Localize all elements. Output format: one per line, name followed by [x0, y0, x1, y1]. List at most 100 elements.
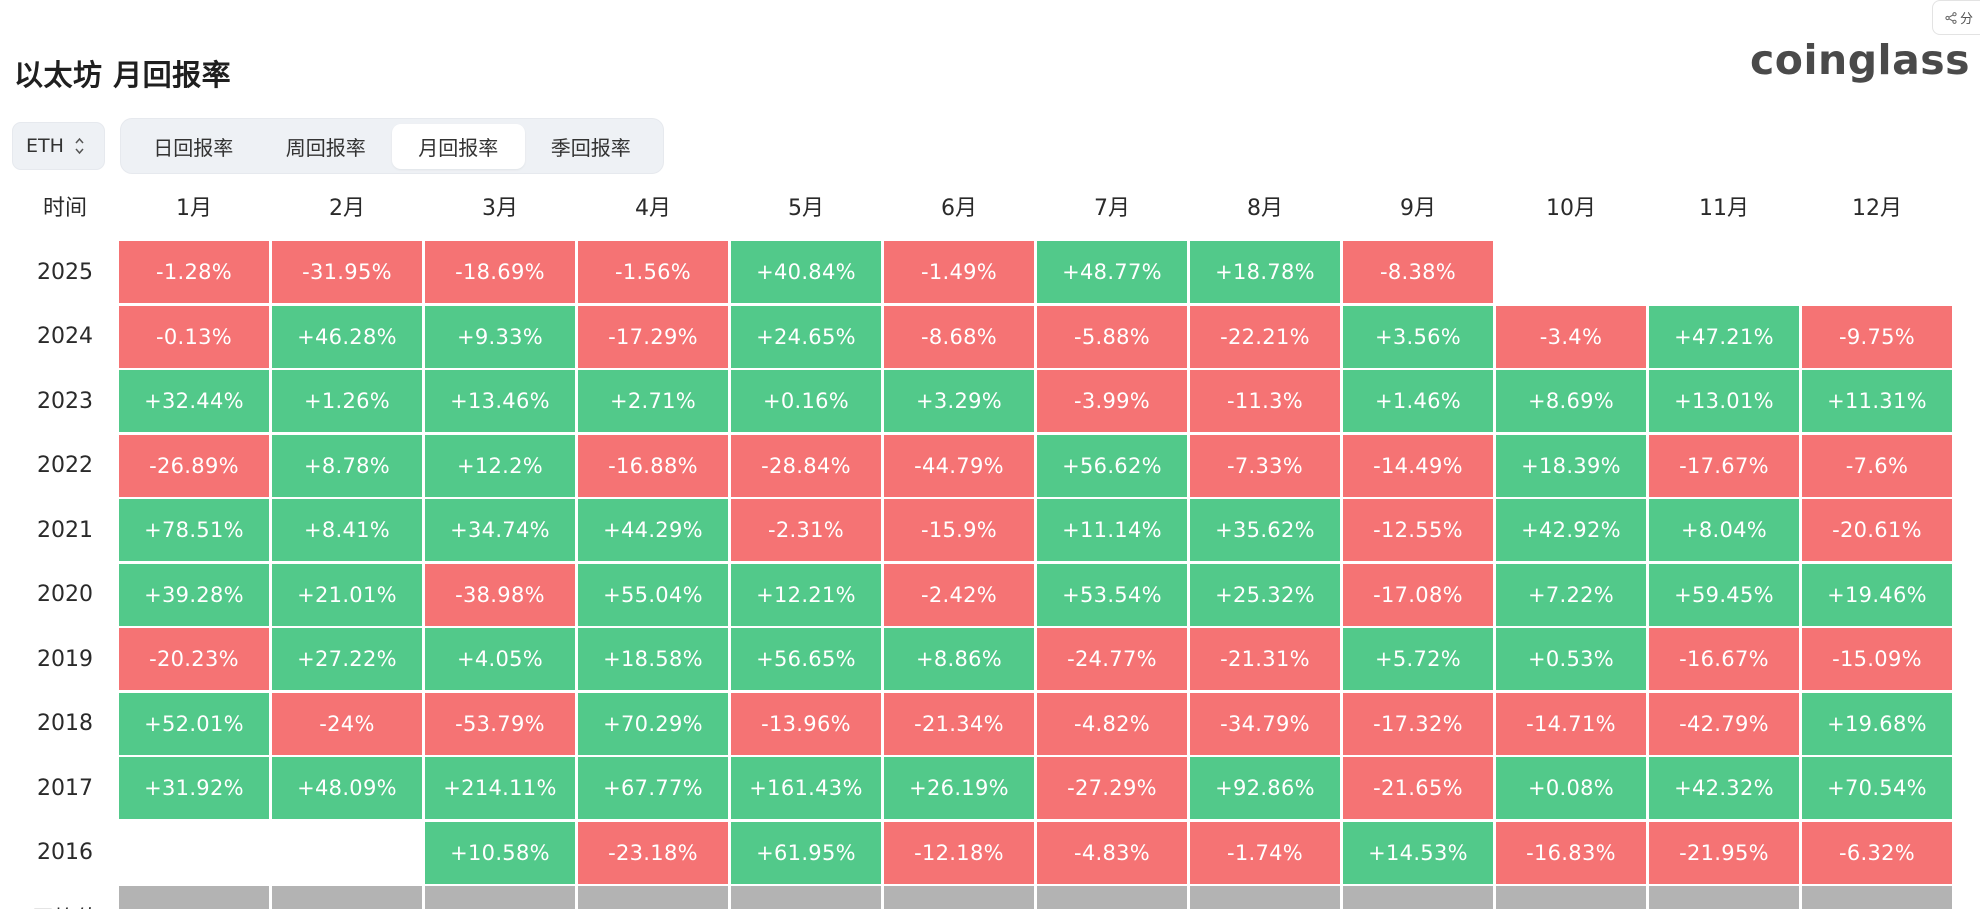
return-cell: +1.46%: [1343, 370, 1493, 432]
return-cell: +1.26%: [272, 370, 422, 432]
table-row: 2016 +10.58% -23.18% +61.95% -12.18% -4.83% -1…: [0, 821, 1980, 884]
return-cell: +13.01%: [1649, 370, 1799, 432]
return-cell: -4.83%: [1037, 821, 1187, 884]
return-cell: -9.75%: [1802, 305, 1952, 368]
header-month: 5月: [788, 196, 824, 221]
return-cell: -17.32%: [1343, 692, 1493, 755]
return-cell: -28.84%: [731, 434, 881, 497]
table-row: 2017 +31.92% +48.09% +214.11% +67.77% +161.43…: [0, 757, 1980, 819]
return-cell: +0.53%: [1496, 628, 1646, 690]
return-cell: -21.95%: [1649, 821, 1799, 884]
return-cell: +70.54%: [1802, 757, 1952, 819]
return-cell: +61.95%: [731, 821, 881, 884]
header-month: 8月: [1247, 196, 1283, 221]
return-cell: +21.01%: [272, 563, 422, 626]
return-cell: -38.98%: [425, 563, 575, 626]
return-cell: -20.23%: [119, 628, 269, 690]
average-cell: [731, 886, 881, 909]
return-cell: -53.79%: [425, 692, 575, 755]
return-cell: +48.77%: [1037, 241, 1187, 303]
share-button[interactable]: 分: [1932, 0, 1980, 35]
average-cell: [1343, 886, 1493, 909]
return-cell: -0.13%: [119, 305, 269, 368]
return-cell: -8.38%: [1343, 241, 1493, 303]
return-cell: -42.79%: [1649, 692, 1799, 755]
return-cell: +5.72%: [1343, 628, 1493, 690]
return-cell: +10.58%: [425, 821, 575, 884]
return-cell: +14.53%: [1343, 821, 1493, 884]
return-cell: +11.14%: [1037, 499, 1187, 561]
table-row: 2019 -20.23% +27.22% +4.05% +18.58% +56.65% +8…: [0, 628, 1980, 690]
tab-weekly-return[interactable]: 周回报率: [285, 135, 366, 160]
row-year: 2024: [37, 324, 93, 349]
return-cell: +46.28%: [272, 305, 422, 368]
table-row: 2020 +39.28% +21.01% -38.98% +55.04% +12.21% -…: [0, 563, 1980, 626]
return-cell: -4.82%: [1037, 692, 1187, 755]
average-cell: [1190, 886, 1340, 909]
return-cell: +214.11%: [425, 757, 575, 819]
return-cell: +8.04%: [1649, 499, 1799, 561]
row-year: 2018: [37, 711, 93, 736]
return-cell: -5.88%: [1037, 305, 1187, 368]
return-cell: +161.43%: [731, 757, 881, 819]
return-cell: +67.77%: [578, 757, 728, 819]
return-cell: -20.61%: [1802, 499, 1952, 561]
return-cell: -23.18%: [578, 821, 728, 884]
return-cell: +7.22%: [1496, 563, 1646, 626]
return-cell: +47.21%: [1649, 305, 1799, 368]
return-cell: -21.65%: [1343, 757, 1493, 819]
tab-daily-return[interactable]: 日回报率: [153, 135, 234, 160]
row-year: 2021: [37, 517, 93, 543]
return-cell: -13.96%: [731, 692, 881, 755]
page-title: 以太坊 月回报率: [14, 58, 232, 92]
return-cell: -15.9%: [884, 499, 1034, 561]
table-row: 2018 +52.01% -24% -53.79% +70.29% -13.96% -21.…: [0, 692, 1980, 755]
return-cell: -44.79%: [884, 434, 1034, 497]
return-cell: -7.6%: [1802, 434, 1952, 497]
return-cell: -12.55%: [1343, 499, 1493, 561]
average-cell: [884, 886, 1034, 909]
return-cell: +39.28%: [119, 563, 269, 626]
return-cell: -26.89%: [119, 434, 269, 497]
return-cell: +48.09%: [272, 757, 422, 819]
return-cell: +44.29%: [578, 499, 728, 561]
coin-select[interactable]: ETH: [12, 122, 105, 170]
tab-quarterly-return[interactable]: 季回报率: [550, 135, 631, 160]
return-cell: +40.84%: [731, 241, 881, 303]
return-cell: -7.33%: [1190, 434, 1340, 497]
return-cell: -3.4%: [1496, 305, 1646, 368]
return-cell: +8.78%: [272, 434, 422, 497]
row-year: 2022: [37, 453, 93, 478]
return-cell: -22.21%: [1190, 305, 1340, 368]
coin-select-value: ETH: [26, 135, 64, 157]
average-cell: [1037, 886, 1187, 909]
return-cell: -18.69%: [425, 241, 575, 303]
return-cell: +9.33%: [425, 305, 575, 368]
return-cell: -2.31%: [731, 499, 881, 561]
return-cell: +56.65%: [731, 628, 881, 690]
header-month: 4月: [635, 196, 671, 221]
header-month: 10月: [1546, 196, 1596, 221]
chevron-updown-icon: [74, 136, 85, 156]
row-year: 2017: [37, 775, 93, 801]
average-cell: [272, 886, 422, 909]
header-month: 2月: [329, 196, 365, 221]
return-cell: -17.29%: [578, 305, 728, 368]
return-cell: +31.92%: [119, 757, 269, 819]
return-cell: -24%: [272, 692, 422, 755]
tab-monthly-return[interactable]: 月回报率: [392, 123, 525, 169]
return-cell: +26.19%: [884, 757, 1034, 819]
return-cell: [272, 822, 422, 884]
return-cell: [119, 822, 269, 884]
header-month: 12月: [1852, 196, 1902, 221]
return-cell: +32.44%: [119, 370, 269, 432]
return-cell: +8.86%: [884, 628, 1034, 690]
return-cell: +18.39%: [1496, 434, 1646, 497]
return-cell: +56.62%: [1037, 434, 1187, 497]
return-cell: +34.74%: [425, 499, 575, 561]
coinglass-logo: coinglass: [1750, 36, 1971, 84]
return-cell: -14.71%: [1496, 692, 1646, 755]
header-month: 11月: [1699, 196, 1749, 221]
return-cell: -24.77%: [1037, 628, 1187, 690]
